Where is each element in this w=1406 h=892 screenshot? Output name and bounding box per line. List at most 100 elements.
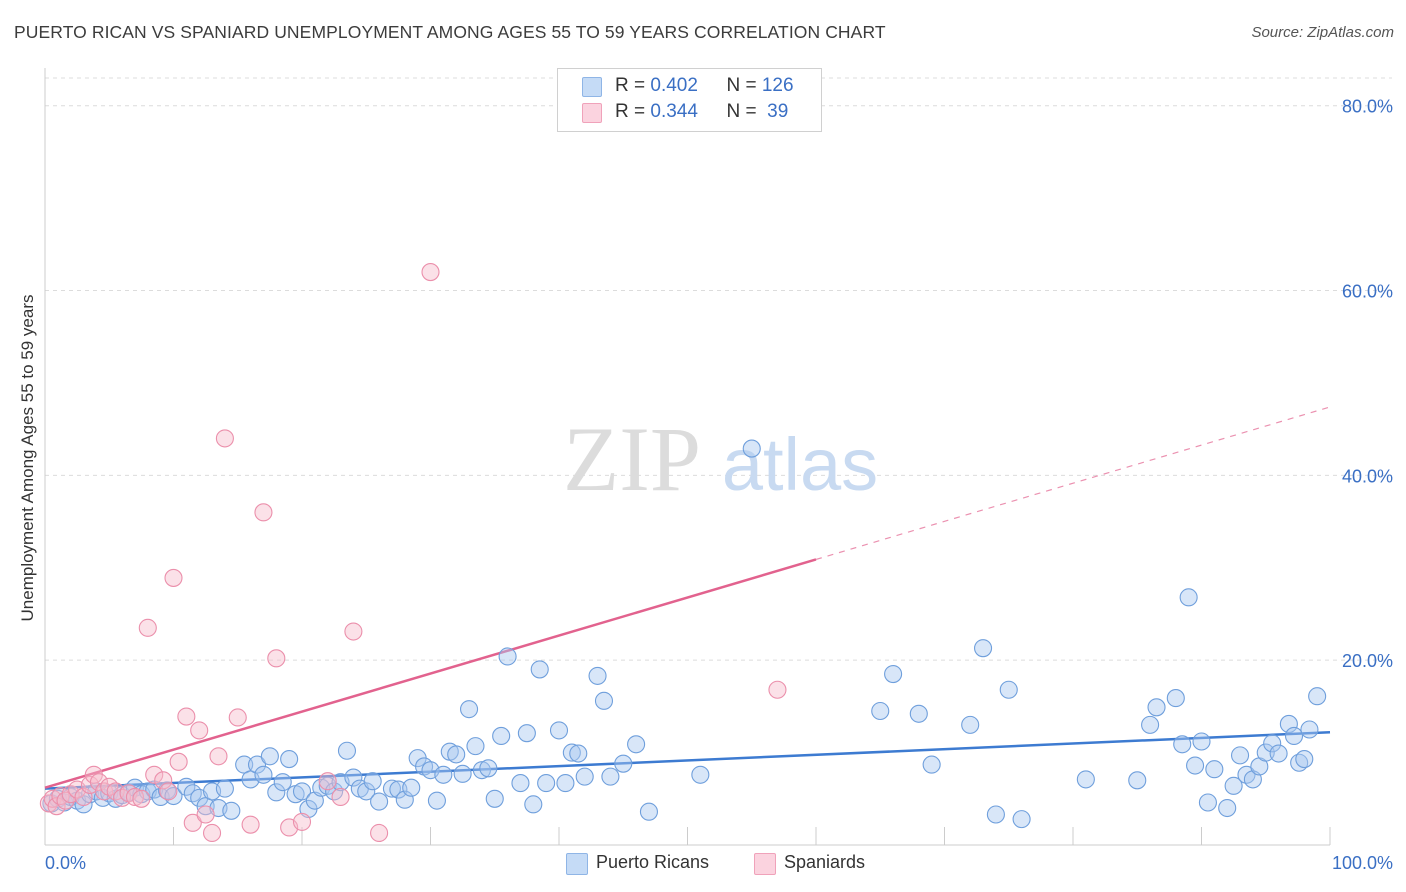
puerto-rican-point: [357, 782, 376, 801]
spaniard-point: [159, 782, 178, 801]
puerto-rican-point: [260, 747, 279, 766]
puerto-rican-point: [1224, 776, 1243, 795]
spaniard-point: [344, 622, 363, 641]
puerto-rican-point: [427, 791, 446, 810]
spaniard-point: [318, 772, 337, 791]
spaniard-point: [215, 429, 234, 448]
puerto-rican-point: [1186, 756, 1205, 775]
puerto-rican-point: [530, 660, 549, 679]
spaniard-point: [196, 805, 215, 824]
puerto-rican-point: [517, 724, 536, 743]
spaniard-point: [254, 503, 273, 522]
puerto-rican-point: [961, 715, 980, 734]
puerto-rican-point: [1231, 746, 1250, 765]
puerto-rican-point: [601, 767, 620, 786]
puerto-rican-point: [1237, 765, 1256, 784]
puerto-rican-point: [614, 754, 633, 773]
puerto-rican-point: [511, 774, 530, 793]
puerto-rican-point: [1166, 689, 1185, 708]
puerto-rican-point: [1128, 771, 1147, 790]
puerto-rican-point: [1205, 760, 1224, 779]
legend-swatch-spaniards: [754, 853, 776, 875]
legend-r-label: R =: [615, 75, 651, 96]
puerto-rican-point: [884, 664, 903, 684]
legend-r-value: 0.402: [650, 75, 698, 96]
y-tick-label: 60.0%: [1342, 282, 1393, 302]
spaniard-point: [768, 680, 787, 699]
y-tick-label: 20.0%: [1342, 651, 1393, 671]
legend-swatch-spaniards: [582, 103, 602, 123]
spaniard-trend-extension: [815, 406, 1331, 561]
puerto-rican-point: [382, 779, 402, 798]
puerto-rican-point: [222, 801, 241, 820]
puerto-rican-point: [562, 743, 581, 762]
spaniard-point: [292, 812, 312, 831]
spaniard-point: [125, 787, 144, 806]
spaniard-point: [154, 771, 173, 790]
puerto-rican-point: [922, 755, 941, 774]
legend-label-spaniards: Spaniards: [784, 852, 866, 872]
puerto-rican-point: [273, 773, 292, 792]
puerto-rican-point: [1192, 732, 1211, 751]
puerto-rican-point: [1269, 744, 1288, 763]
puerto-rican-point: [1173, 735, 1192, 754]
puerto-rican-point: [247, 755, 267, 774]
source-label: Source: ZipAtlas.com: [1251, 24, 1394, 41]
legend-swatch-puerto-ricans: [566, 853, 588, 875]
puerto-rican-point: [363, 772, 382, 791]
y-tick-label: 40.0%: [1342, 466, 1393, 486]
spaniard-point: [164, 568, 183, 587]
chart-title: PUERTO RICAN VS SPANIARD UNEMPLOYMENT AM…: [14, 22, 886, 42]
puerto-rican-point: [999, 680, 1018, 699]
puerto-rican-point: [267, 783, 286, 802]
watermark-atlas: atlas: [722, 423, 878, 506]
legend-r-label: R =: [615, 101, 651, 122]
puerto-rican-point: [292, 782, 312, 801]
legend-label-puerto-ricans: Puerto Ricans: [596, 852, 710, 872]
spaniard-point: [113, 788, 132, 807]
spaniard-point: [370, 823, 389, 843]
puerto-rican-point: [479, 759, 498, 778]
puerto-rican-point: [575, 767, 594, 786]
puerto-rican-point: [1218, 798, 1237, 818]
puerto-rican-point: [1256, 743, 1275, 762]
legend-n-value: 126: [761, 75, 794, 96]
puerto-rican-point: [1179, 588, 1198, 607]
x-tick-label: 100.0%: [1332, 853, 1393, 873]
puerto-rican-point: [215, 779, 234, 798]
puerto-rican-point: [742, 439, 761, 458]
puerto-rican-point: [1076, 770, 1095, 789]
spaniard-point: [183, 813, 202, 832]
legend-n-value: 39: [761, 101, 789, 122]
puerto-rican-point: [498, 647, 517, 666]
spaniard-point: [169, 752, 188, 771]
stats-legend: R = 0.402 N = 126 R = 0.344 N = 39: [557, 68, 822, 132]
spaniard-point: [100, 777, 119, 796]
watermark-zip: ZIP: [563, 408, 701, 510]
legend-r-value: 0.344: [650, 101, 698, 122]
spaniard-point: [241, 815, 260, 834]
puerto-rican-point: [549, 721, 569, 740]
puerto-rican-point: [344, 768, 363, 787]
spaniard-point: [138, 618, 157, 637]
legend-n-label: N =: [726, 101, 762, 122]
puerto-rican-point: [485, 789, 504, 808]
puerto-rican-point: [973, 639, 993, 658]
spaniard-point: [145, 765, 164, 784]
spaniard-point: [267, 649, 286, 668]
puerto-rican-point: [986, 805, 1005, 824]
puerto-rican-point: [492, 726, 511, 746]
axes: [44, 68, 1331, 846]
puerto-rican-point: [254, 765, 273, 784]
puerto-rican-point: [337, 741, 357, 760]
legend-n-label: N =: [726, 75, 762, 96]
puerto-rican-point: [1295, 750, 1314, 769]
puerto-rican-point: [1279, 714, 1298, 733]
spaniard-point: [190, 721, 209, 740]
puerto-rican-point: [183, 784, 202, 803]
puerto-rican-point: [524, 795, 543, 814]
puerto-rican-point: [1141, 715, 1160, 734]
puerto-rican-point: [177, 777, 196, 796]
puerto-rican-point: [447, 745, 466, 764]
puerto-rican-point: [370, 792, 389, 811]
